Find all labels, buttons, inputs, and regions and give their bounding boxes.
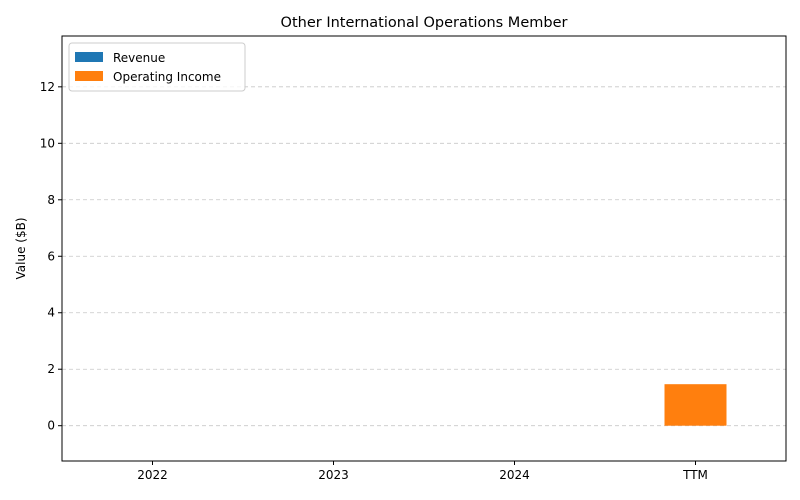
y-tick-label: 10 [40,136,55,150]
y-tick-label: 8 [47,193,55,207]
x-tick-label: 2022 [137,468,168,482]
y-tick-label: 4 [47,306,55,320]
legend-swatch [75,71,103,81]
y-tick-label: 2 [47,362,55,376]
bars [664,384,727,426]
chart-title: Other International Operations Member [281,15,568,31]
legend-box [68,42,246,92]
legend-label: Operating Income [113,70,221,84]
y-axis-label: Value ($B) [14,218,28,280]
x-tick-label: 2024 [499,468,530,482]
y-tick-label: 6 [47,249,55,263]
y-tick-label: 12 [40,80,55,94]
y-tick-label: 0 [47,419,55,433]
legend: Revenue Operating Income [68,42,246,92]
bar-operating-income-ttm [664,384,727,426]
legend-swatch [75,52,103,62]
x-axis-ticks: 2022 2023 2024 TTM [137,461,708,482]
legend-label: Revenue [113,51,165,65]
x-tick-label: 2023 [318,468,349,482]
y-axis-ticks: 0 2 4 6 8 10 12 [40,80,62,433]
plot-frame [61,35,787,462]
x-tick-label: TTM [682,468,708,482]
grid-lines [62,86,786,427]
